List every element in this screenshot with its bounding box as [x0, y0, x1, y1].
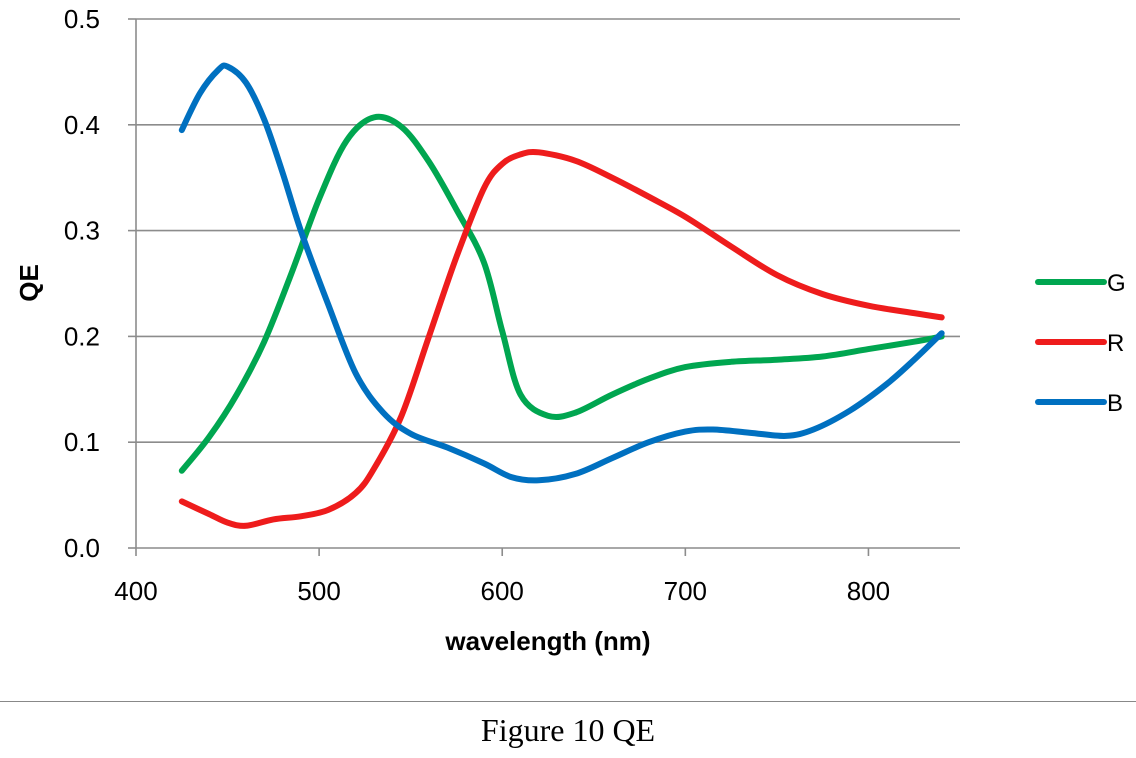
y-tick-label: 0.0 — [64, 533, 100, 563]
x-tick-label: 500 — [297, 576, 340, 606]
x-tick-label: 800 — [847, 576, 890, 606]
y-tick-label: 0.4 — [64, 110, 100, 140]
axes — [128, 18, 960, 556]
y-tick-label: 0.3 — [64, 216, 100, 246]
figure-caption: Figure 10 QE — [480, 712, 656, 748]
legend-label-r: R — [1107, 330, 1124, 357]
qe-chart: 0.0 0.1 0.2 0.3 0.4 0.5 400 500 600 700 800 G R B w… — [14, 4, 1126, 656]
x-axis-label: wavelength (nm) — [444, 626, 650, 656]
series-line-g — [178, 113, 945, 474]
legend: G R B — [1035, 270, 1126, 417]
series-lines — [178, 62, 945, 529]
grid-lines — [136, 18, 960, 444]
x-tick-label: 400 — [114, 576, 157, 606]
x-tick-label: 600 — [481, 576, 524, 606]
y-axis-label: QE — [14, 264, 44, 302]
y-tick-label: 0.1 — [64, 427, 100, 457]
series-line-r — [178, 148, 945, 529]
series-line-b — [178, 62, 945, 484]
y-tick-labels: 0.0 0.1 0.2 0.3 0.4 0.5 — [64, 4, 100, 563]
y-tick-label: 0.5 — [64, 4, 100, 34]
x-tick-label: 700 — [664, 576, 707, 606]
legend-label-g: G — [1107, 270, 1126, 297]
y-tick-label: 0.2 — [64, 321, 100, 351]
caption-divider — [0, 701, 1136, 702]
legend-label-b: B — [1107, 390, 1123, 417]
x-tick-labels: 400 500 600 700 800 — [114, 576, 890, 606]
